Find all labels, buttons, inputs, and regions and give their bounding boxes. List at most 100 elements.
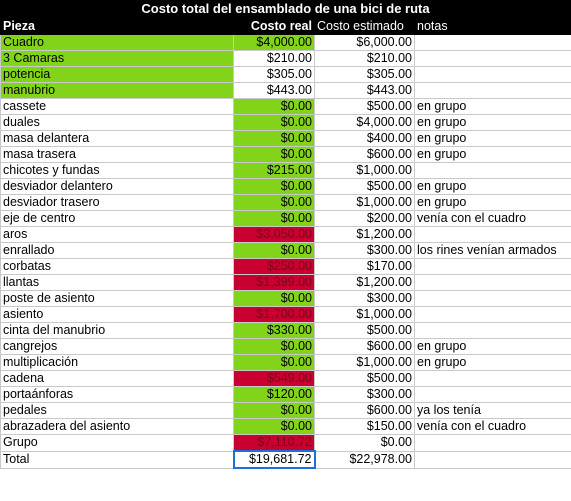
cell-notas[interactable]: en grupo (414, 178, 571, 195)
cell-costo-estimado[interactable]: $0.00 (314, 434, 415, 452)
cell-costo-real[interactable]: $19,681.72 (232, 450, 316, 469)
cell-costo-estimado[interactable]: $1,000.00 (314, 306, 415, 323)
cell-costo-estimado[interactable]: $22,978.00 (314, 450, 415, 469)
cell-costo-estimado[interactable]: $170.00 (314, 258, 415, 275)
header-notas[interactable]: notas (414, 18, 571, 35)
cell-notas[interactable] (414, 34, 571, 51)
header-pieza[interactable]: Pieza (0, 18, 234, 35)
cell-pieza[interactable]: corbatas (0, 258, 234, 275)
cell-costo-real[interactable]: $120.00 (233, 386, 315, 403)
cell-pieza[interactable]: desviador delantero (0, 178, 234, 195)
cell-pieza[interactable]: abrazadera del asiento (0, 418, 234, 435)
cell-costo-estimado[interactable]: $300.00 (314, 290, 415, 307)
cell-pieza[interactable]: Grupo (0, 434, 234, 452)
cell-costo-real[interactable]: $215.00 (233, 162, 315, 179)
cell-costo-estimado[interactable]: $200.00 (314, 210, 415, 227)
cell-notas[interactable]: venía con el cuadro (414, 210, 571, 227)
cell-pieza[interactable]: cadena (0, 370, 234, 387)
cell-pieza[interactable]: eje de centro (0, 210, 234, 227)
cell-costo-real[interactable]: $0.00 (233, 146, 315, 163)
cell-notas[interactable]: en grupo (414, 194, 571, 211)
cell-notas[interactable]: venía con el cuadro (414, 418, 571, 435)
cell-costo-real[interactable]: $0.00 (233, 354, 315, 371)
cell-notas[interactable] (414, 290, 571, 307)
cell-pieza[interactable]: enrallado (0, 242, 234, 259)
cell-costo-estimado[interactable]: $1,000.00 (314, 162, 415, 179)
cell-pieza[interactable]: cinta del manubrio (0, 322, 234, 339)
cell-pieza[interactable]: pedales (0, 402, 234, 419)
cell-notas[interactable] (414, 450, 571, 469)
cell-costo-real[interactable]: $1,700.00 (233, 306, 315, 323)
cell-costo-estimado[interactable]: $600.00 (314, 402, 415, 419)
cell-costo-real[interactable]: $0.00 (233, 178, 315, 195)
cell-costo-estimado[interactable]: $1,000.00 (314, 354, 415, 371)
cell-notas[interactable]: ya los tenía (414, 402, 571, 419)
cell-pieza[interactable]: poste de asiento (0, 290, 234, 307)
cell-pieza[interactable]: Total (0, 450, 234, 469)
cell-notas[interactable]: los rines venían armados (414, 242, 571, 259)
cell-pieza[interactable]: asiento (0, 306, 234, 323)
cell-notas[interactable]: en grupo (414, 130, 571, 147)
cell-notas[interactable] (414, 274, 571, 291)
cell-costo-estimado[interactable]: $300.00 (314, 242, 415, 259)
cell-costo-estimado[interactable]: $1,200.00 (314, 274, 415, 291)
cell-costo-real[interactable]: $0.00 (233, 130, 315, 147)
cell-costo-estimado[interactable]: $443.00 (314, 82, 415, 99)
cell-costo-estimado[interactable]: $210.00 (314, 50, 415, 67)
cell-notas[interactable]: en grupo (414, 354, 571, 371)
cell-pieza[interactable]: masa delantera (0, 130, 234, 147)
cell-notas[interactable] (414, 370, 571, 387)
header-costo-estimado[interactable]: Costo estimado (314, 18, 415, 35)
cell-notas[interactable]: en grupo (414, 338, 571, 355)
cell-costo-real[interactable]: $3,050.00 (233, 226, 315, 243)
cell-costo-real[interactable]: $4,000.00 (233, 34, 315, 51)
cell-pieza[interactable]: manubrio (0, 82, 234, 99)
cell-notas[interactable] (414, 322, 571, 339)
cell-costo-real[interactable]: $549.00 (233, 370, 315, 387)
cell-notas[interactable]: en grupo (414, 114, 571, 131)
cell-pieza[interactable]: llantas (0, 274, 234, 291)
cell-costo-estimado[interactable]: $300.00 (314, 386, 415, 403)
sheet-title[interactable]: Costo total del ensamblado de una bici d… (0, 0, 571, 18)
cell-notas[interactable] (414, 434, 571, 452)
cell-notas[interactable] (414, 226, 571, 243)
cell-pieza[interactable]: masa trasera (0, 146, 234, 163)
cell-costo-estimado[interactable]: $600.00 (314, 338, 415, 355)
cell-costo-real[interactable]: $0.00 (233, 290, 315, 307)
cell-notas[interactable] (414, 258, 571, 275)
cell-costo-estimado[interactable]: $305.00 (314, 66, 415, 83)
cell-pieza[interactable]: aros (0, 226, 234, 243)
cell-notas[interactable]: en grupo (414, 98, 571, 115)
cell-costo-estimado[interactable]: $6,000.00 (314, 34, 415, 51)
cell-notas[interactable] (414, 82, 571, 99)
cell-costo-estimado[interactable]: $150.00 (314, 418, 415, 435)
cell-costo-real[interactable]: $443.00 (233, 82, 315, 99)
cell-pieza[interactable]: chicotes y fundas (0, 162, 234, 179)
cell-costo-estimado[interactable]: $500.00 (314, 322, 415, 339)
cell-pieza[interactable]: 3 Camaras (0, 50, 234, 67)
cell-pieza[interactable]: multiplicación (0, 354, 234, 371)
cell-costo-estimado[interactable]: $500.00 (314, 98, 415, 115)
cell-costo-real[interactable]: $0.00 (233, 338, 315, 355)
cell-costo-real[interactable]: $1,399.00 (233, 274, 315, 291)
cell-pieza[interactable]: duales (0, 114, 234, 131)
cell-costo-real[interactable]: $0.00 (233, 418, 315, 435)
cell-costo-real[interactable]: $0.00 (233, 242, 315, 259)
header-costo-real[interactable]: Costo real (233, 18, 315, 35)
cell-costo-estimado[interactable]: $400.00 (314, 130, 415, 147)
cell-notas[interactable] (414, 386, 571, 403)
cell-costo-real[interactable]: $0.00 (233, 194, 315, 211)
cell-pieza[interactable]: cangrejos (0, 338, 234, 355)
cell-pieza[interactable]: cassete (0, 98, 234, 115)
cell-costo-estimado[interactable]: $500.00 (314, 178, 415, 195)
cell-costo-estimado[interactable]: $4,000.00 (314, 114, 415, 131)
cell-costo-real[interactable]: $0.00 (233, 114, 315, 131)
cell-costo-real[interactable]: $210.00 (233, 50, 315, 67)
cell-notas[interactable] (414, 162, 571, 179)
cell-notas[interactable] (414, 306, 571, 323)
cell-pieza[interactable]: desviador trasero (0, 194, 234, 211)
cell-costo-real[interactable]: $0.00 (233, 210, 315, 227)
cell-costo-estimado[interactable]: $1,200.00 (314, 226, 415, 243)
cell-notas[interactable] (414, 66, 571, 83)
cell-notas[interactable] (414, 50, 571, 67)
